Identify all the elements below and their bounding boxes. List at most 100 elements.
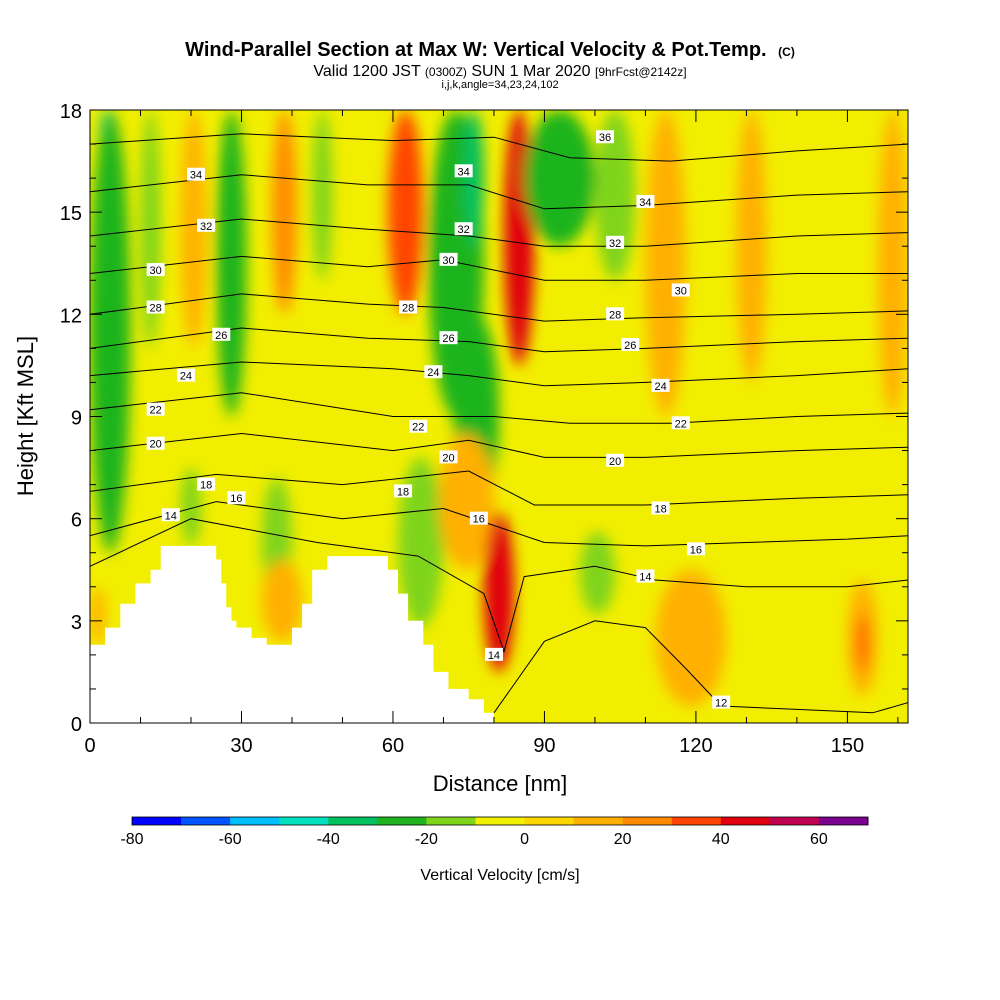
y-tick-label: 12 [60, 305, 82, 327]
valid-utc: (0300Z) [425, 65, 467, 79]
isentrope-label-28: 24 [651, 378, 670, 393]
x-tick-label: 150 [831, 735, 864, 757]
velocity-cell-22 [579, 532, 616, 615]
velocity-cell-4 [216, 110, 247, 417]
velocity-cell-15 [736, 110, 767, 383]
isentrope-26 [90, 327, 908, 353]
colorbar-swatch [524, 817, 575, 825]
isentrope-label-text: 24 [654, 381, 666, 393]
isentrope-18 [90, 470, 908, 506]
isentrope-label-text: 28 [402, 303, 414, 315]
isentrope-20 [90, 432, 908, 458]
isentrope-label-text: 26 [442, 333, 454, 345]
grid-indices: i,j,k,angle=34,23,24,102 [441, 79, 558, 91]
velocity-cell-6 [312, 110, 333, 281]
isentrope-label-text: 18 [654, 503, 666, 515]
isentrope-label-21: 14 [484, 647, 503, 662]
colorbar-swatch [132, 817, 182, 825]
colorbar-tick-label: 20 [614, 831, 632, 848]
x-tick-label: 0 [84, 735, 95, 757]
isentrope-label-text: 30 [675, 285, 687, 297]
colorbar-swatch [377, 817, 427, 825]
x-tick-label: 120 [679, 735, 712, 757]
isentrope-label-text: 32 [609, 238, 621, 250]
isentrope-28 [90, 293, 908, 322]
isentrope-label-25: 30 [671, 283, 690, 297]
valid-date: SUN 1 Mar 2020 [467, 63, 595, 80]
colorbar-tick-label: -60 [219, 831, 242, 848]
velocity-cell-1 [90, 110, 131, 553]
isentrope-36 [90, 133, 908, 162]
terrain-mask [90, 545, 494, 723]
isentrope-label-text: 28 [150, 303, 162, 315]
isentrope-label-5: 24 [176, 368, 195, 383]
colorbar-tick-label: 40 [712, 831, 730, 848]
isentrope-label-text: 24 [427, 367, 439, 379]
isentrope-label-text: 28 [609, 309, 621, 321]
x-axis-label: Distance [nm] [433, 771, 568, 796]
colorbar-swatch [328, 817, 378, 825]
isentrope-14 [90, 518, 908, 654]
isentrope-label-30: 20 [606, 453, 625, 468]
velocity-cell-24 [261, 559, 303, 642]
isentrope-label-27: 26 [621, 337, 640, 352]
isentrope-label-34: 12 [712, 695, 731, 710]
isentrope-label-20: 16 [469, 511, 488, 526]
isentrope-label-18: 20 [439, 450, 458, 464]
isentrope-label-text: 14 [488, 650, 500, 662]
colorbar-tick-label: -80 [120, 831, 143, 848]
isentrope-label-text: 24 [180, 371, 192, 383]
isentrope-label-text: 18 [200, 480, 212, 492]
colorbar: -80 -60 -40 -20 0 20 40 60 [120, 816, 869, 848]
isentrope-label-8: 18 [197, 477, 216, 492]
isentrope-label-text: 20 [150, 439, 162, 451]
isentrope-label-11: 34 [454, 164, 473, 178]
colorbar-swatch [671, 817, 722, 825]
terrain-profile [90, 545, 494, 723]
isentrope-label-9: 16 [227, 491, 246, 505]
isentrope-label-17: 22 [409, 419, 428, 434]
isentrope-label-4: 26 [212, 327, 231, 342]
velocity-cell-23 [90, 586, 106, 645]
colorbar-swatch [720, 817, 771, 825]
isentrope-label-16: 24 [424, 365, 443, 379]
isentrope-30 [90, 255, 908, 281]
velocity-cell-19 [398, 457, 444, 628]
x-tick-label: 60 [382, 735, 404, 757]
y-tick-label: 6 [71, 510, 82, 532]
isentrope-label-text: 14 [165, 510, 177, 522]
velocity-cell-12 [524, 110, 595, 247]
colorbar-swatch [573, 817, 624, 825]
velocity-cell-17 [180, 467, 202, 546]
velocity-cell-20 [438, 433, 494, 570]
y-axis-label: Height [Kft MSL] [13, 336, 38, 496]
isentrope-label-text: 16 [473, 514, 485, 526]
isentrope-label-29: 22 [671, 416, 690, 430]
y-tick-label: 9 [71, 408, 82, 430]
isentrope-24 [90, 361, 908, 387]
isentrope-label-text: 34 [458, 166, 470, 178]
isentrope-label-text: 20 [442, 452, 454, 464]
colorbar-frame [131, 816, 869, 826]
colorbar-swatch [769, 817, 820, 825]
isentrope-22 [90, 392, 908, 424]
colorbar-tick-label: 60 [810, 831, 828, 848]
isentrope-16 [90, 501, 908, 547]
isentrope-label-2: 30 [146, 263, 165, 277]
y-tick-label: 3 [71, 612, 82, 634]
isentrope-label-14: 28 [399, 300, 418, 315]
isentrope-label-15: 26 [439, 331, 458, 345]
isentrope-label-10: 14 [161, 508, 180, 522]
x-tick-label: 30 [230, 735, 252, 757]
isentrope-34 [90, 174, 908, 210]
isentrope-label-text: 30 [150, 265, 162, 277]
colorbar-swatch [818, 817, 869, 825]
colorbar-swatch [279, 817, 329, 825]
plot-area: 3432302826242220181614343230282624222018… [60, 101, 909, 757]
isentrope-label-24: 32 [606, 235, 625, 250]
x-tick-label: 90 [533, 735, 555, 757]
isentrope-label-19: 18 [394, 484, 413, 498]
isentrope-label-text: 36 [599, 132, 611, 144]
